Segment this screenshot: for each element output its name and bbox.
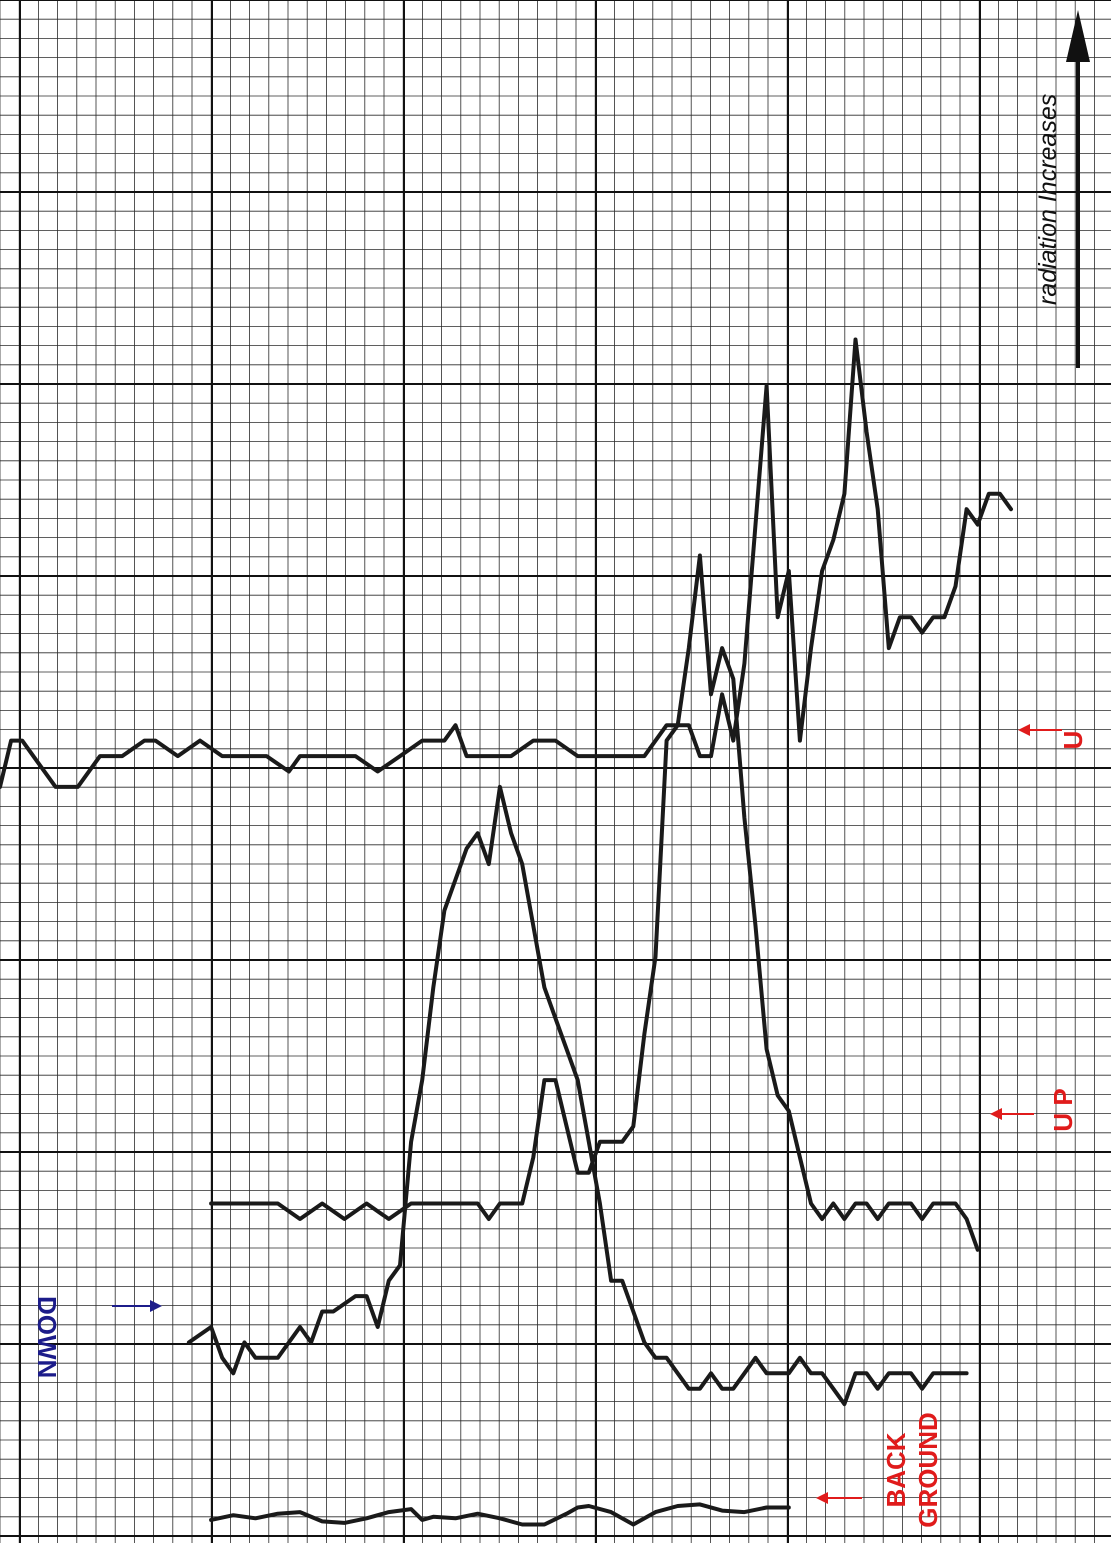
trace-background — [209, 1502, 791, 1527]
annotations-group: radiation Increases U U P DOWN — [32, 10, 1090, 1528]
down-label: DOWN — [32, 1296, 62, 1378]
trace-up — [209, 553, 980, 1252]
radiation-arrow-icon — [1066, 10, 1090, 368]
background-marker: BACKGROUND — [816, 1412, 943, 1528]
down-marker: DOWN — [32, 1296, 162, 1378]
up-label: U P — [1048, 1088, 1078, 1131]
background-label: BACKGROUND — [881, 1412, 943, 1528]
traces-group — [0, 337, 1013, 1527]
trace-down — [186, 784, 969, 1407]
trace-u — [0, 337, 1013, 789]
radiation-axis-label: radiation Increases — [1034, 94, 1062, 305]
u-label: U — [1058, 731, 1088, 750]
up-marker: U P — [990, 1088, 1078, 1132]
u-marker: U — [1018, 724, 1088, 749]
